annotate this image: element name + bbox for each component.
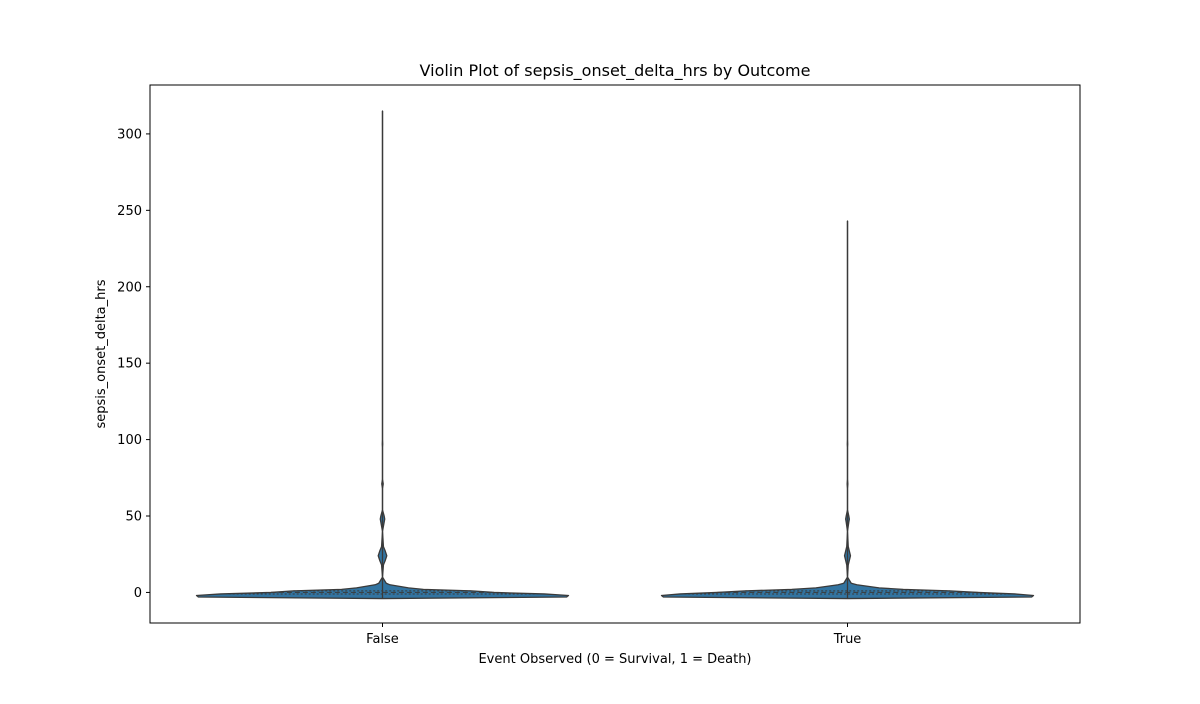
y-tick-label-200: 200	[117, 280, 142, 295]
y-tick-label-50: 50	[125, 510, 142, 525]
x-tick-label-false: False	[366, 632, 399, 647]
plot-frame	[149, 84, 1081, 624]
violin-false	[195, 110, 570, 600]
y-tick-label-300: 300	[117, 127, 142, 142]
y-tick-label-150: 150	[117, 357, 142, 372]
y-tick-label-250: 250	[117, 204, 142, 219]
y-axis-label: sepsis_onset_delta_hrs	[94, 279, 109, 428]
violin-layer	[195, 110, 1035, 600]
y-tick-label-100: 100	[117, 433, 142, 448]
axis-layer: 0 50 100 150 200 250 300 False True	[117, 127, 861, 647]
chart-title: Violin Plot of sepsis_onset_delta_hrs by…	[420, 61, 811, 81]
x-axis-label: Event Observed (0 = Survival, 1 = Death)	[478, 652, 751, 667]
x-tick-label-true: True	[833, 632, 862, 647]
y-tick-label-0: 0	[134, 586, 142, 601]
